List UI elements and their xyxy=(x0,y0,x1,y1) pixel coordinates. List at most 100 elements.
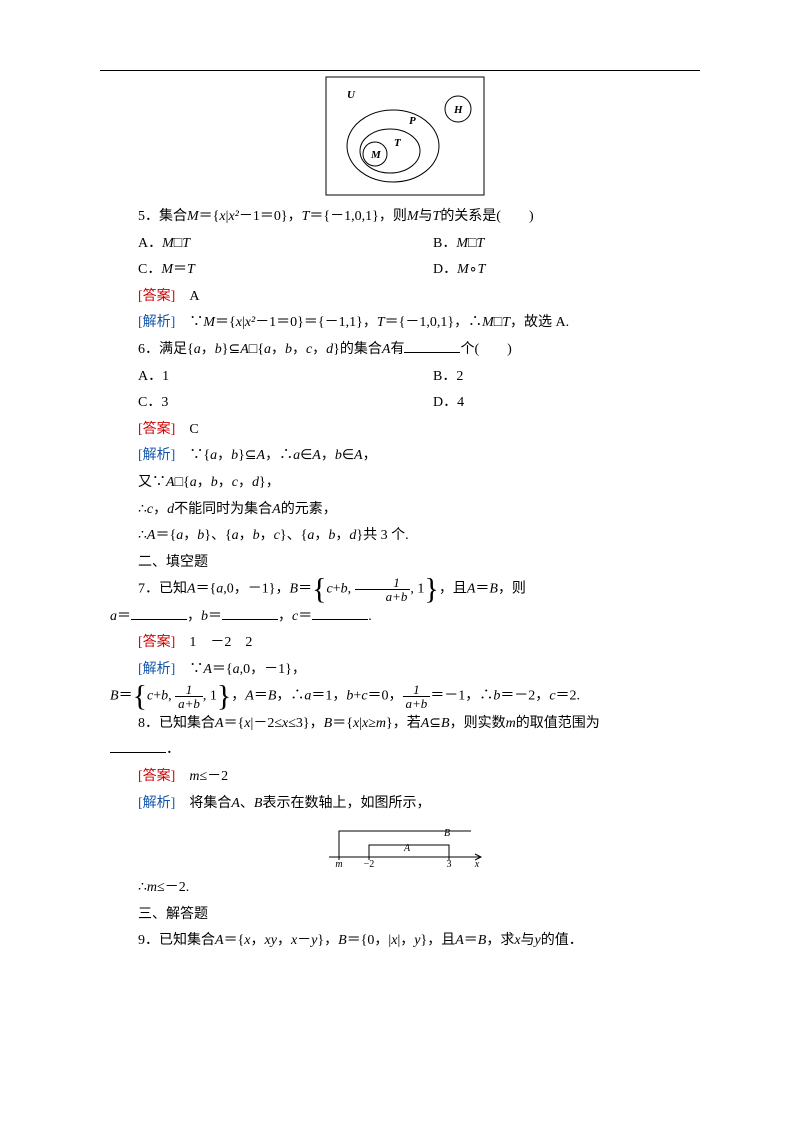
t: ＝－2， xyxy=(500,689,549,704)
M: M xyxy=(482,315,494,330)
t: ＝{ xyxy=(196,582,217,597)
t: }，且 xyxy=(420,933,455,948)
t: ＝{ xyxy=(212,662,233,677)
T: T xyxy=(182,236,190,251)
t: ． xyxy=(166,742,180,757)
t: ⊆ xyxy=(429,716,441,731)
t: }共 3 个. xyxy=(356,528,408,543)
answer-label: [答案] xyxy=(138,769,189,784)
a: a xyxy=(210,448,217,463)
rel: □ xyxy=(174,236,182,251)
rel: ∘ xyxy=(469,262,478,277)
b: b xyxy=(341,582,348,597)
t: ， xyxy=(277,933,291,948)
t: ≤－2. xyxy=(157,880,189,895)
venn-svg: UPTMH xyxy=(325,76,485,196)
T: T xyxy=(377,315,385,330)
t: 5．集合 xyxy=(138,209,187,224)
t: ＝ xyxy=(208,609,222,624)
t: 7．已知 xyxy=(138,582,187,597)
t: 的值． xyxy=(541,933,583,948)
q6-answer: [答案] C xyxy=(110,417,700,444)
q8-stem: 8．已知集合A＝{x|－2≤x≤3}，B＝{x|x≥m}，若A⊆B，则实数m的取… xyxy=(110,711,700,738)
t: 与 xyxy=(521,933,535,948)
svg-text:P: P xyxy=(409,115,416,127)
frac: 1a+b xyxy=(403,683,431,710)
t: ， xyxy=(217,448,231,463)
x: x xyxy=(353,716,359,731)
M: M xyxy=(456,236,468,251)
q7-stem: 7．已知A＝{a,0，－1}，B＝{c+b, 1a+b, 1}，且A＝B，则 xyxy=(110,576,700,603)
t: ∵ xyxy=(189,662,203,677)
q6-jx4: ∴A＝{a，b}、{a，b，c}、{a，b，d}共 3 个. xyxy=(110,523,700,550)
t: ∴ xyxy=(138,528,147,543)
b: b xyxy=(231,448,238,463)
answer-label: [答案] xyxy=(138,289,189,304)
q7-jx2: B＝{c+b, 1a+b, 1}，A＝B，∴a＝1，b+c＝0，1a+b＝－1，… xyxy=(110,683,700,710)
t: }的集合 xyxy=(333,342,382,357)
sep: , xyxy=(168,689,175,704)
t: ，且 xyxy=(439,582,467,597)
t: }⊆ xyxy=(222,342,240,357)
m: m xyxy=(189,769,199,784)
B: B xyxy=(489,582,498,597)
b: b xyxy=(201,609,208,624)
blank xyxy=(131,605,187,620)
A: A xyxy=(354,448,363,463)
t: ，则实数 xyxy=(450,716,506,731)
A: A xyxy=(245,689,254,704)
lbl: C． xyxy=(138,262,161,277)
A: A xyxy=(272,502,281,517)
t: ≤3}， xyxy=(288,716,323,731)
den: a+b xyxy=(403,697,431,710)
t: 表示在数轴上，如图所示， xyxy=(262,796,430,811)
t: ， xyxy=(335,528,349,543)
t: ， xyxy=(292,342,306,357)
t: ≥ xyxy=(368,716,376,731)
t: ， xyxy=(238,475,252,490)
frac: 1a+b xyxy=(175,683,203,710)
t: ， xyxy=(260,528,274,543)
t: ， xyxy=(197,475,211,490)
analysis-label: [解析] xyxy=(138,315,189,330)
plus: + xyxy=(333,582,341,597)
t: 个( ) xyxy=(460,342,511,357)
t: ＝{ xyxy=(155,528,176,543)
section-2: 二、填空题 xyxy=(110,550,700,577)
brace: { xyxy=(133,680,147,713)
t: ， xyxy=(153,502,167,517)
t: ＝ xyxy=(464,933,478,948)
brace: } xyxy=(217,680,231,713)
t: ， xyxy=(239,528,253,543)
t: ＝ xyxy=(475,582,489,597)
A: A xyxy=(215,933,224,948)
one: 1 xyxy=(210,689,217,704)
B: B xyxy=(441,716,450,731)
t: ＝{ xyxy=(224,716,245,731)
m: m xyxy=(506,716,516,731)
t: ，∴ xyxy=(276,689,304,704)
plus: + xyxy=(153,689,161,704)
t: － xyxy=(297,933,311,948)
t: ＝ xyxy=(117,609,131,624)
q8-answer: [答案] m≤－2 xyxy=(110,764,700,791)
t: ,0，－1}， xyxy=(223,582,289,597)
venn-figure: UPTMH xyxy=(110,76,700,196)
A: A xyxy=(257,448,266,463)
t: ∈ xyxy=(300,448,312,463)
t: ， xyxy=(201,342,215,357)
t: }⊆ xyxy=(238,448,256,463)
t: ＝－1，∴ xyxy=(430,689,493,704)
M: M xyxy=(457,262,469,277)
t: ＝{ xyxy=(332,716,353,731)
sep: , xyxy=(348,582,355,597)
t: ＝2. xyxy=(556,689,581,704)
t: 又∵ xyxy=(138,475,166,490)
t: 、 xyxy=(240,796,254,811)
t: ＝ xyxy=(254,689,268,704)
t: 的元素， xyxy=(281,502,337,517)
answer-value: A xyxy=(189,289,199,304)
frac: 1a+b xyxy=(355,576,411,603)
t: ＝0， xyxy=(368,689,403,704)
t: 与 xyxy=(419,209,433,224)
